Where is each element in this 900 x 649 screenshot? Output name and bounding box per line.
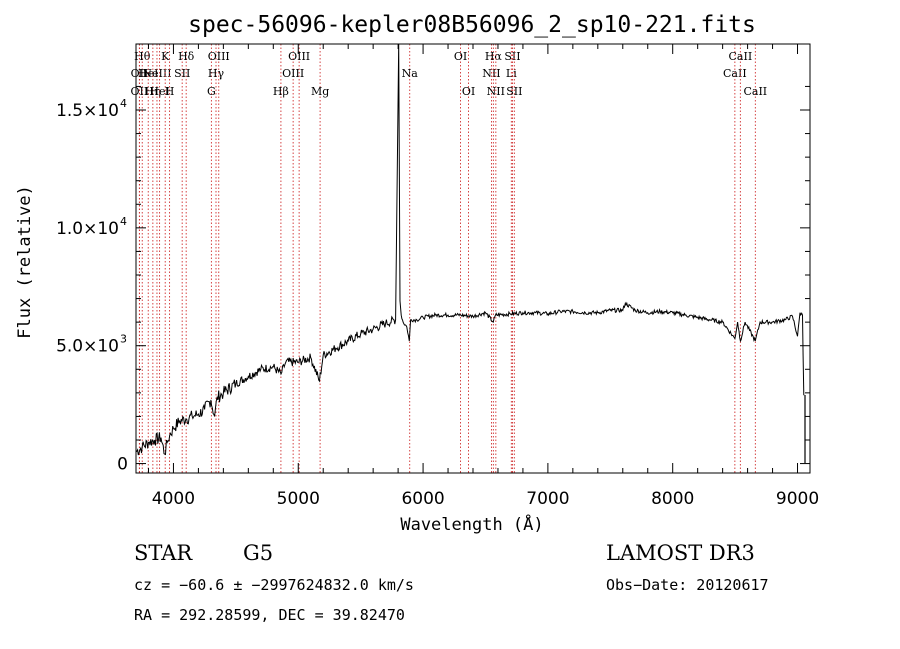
- obs-date-text: Obs−Date: 20120617: [606, 576, 769, 594]
- line-marker-label: CaII: [743, 85, 767, 98]
- y-tick-mantissa: 1.5×10: [56, 101, 119, 121]
- line-marker-label: Hβ: [273, 85, 289, 98]
- line-marker-label: K: [161, 50, 170, 63]
- line-marker-label: SII: [504, 50, 520, 63]
- chart-title: spec-56096-kepler08B56096_2_sp10-221.fit…: [188, 12, 756, 38]
- line-marker-label: Hη: [145, 85, 161, 98]
- x-tick-label: 6000: [401, 489, 444, 509]
- survey-name: LAMOST DR3: [606, 541, 755, 565]
- y-tick-mantissa: 5.0×10: [56, 337, 119, 357]
- y-tick-label: 0: [117, 455, 128, 475]
- line-marker-label: Hγ: [208, 67, 225, 80]
- x-tick-label: 9000: [776, 489, 819, 509]
- x-axis-ticks: 4000 5000 6000 7000 8000 9000: [147, 44, 819, 509]
- line-marker-label: OIII: [288, 50, 310, 63]
- line-marker-label: Hα: [485, 50, 503, 63]
- line-marker-label: Na: [402, 67, 419, 80]
- line-markers: HθOIIOIIHeIHηNeIIIHeIKHSIIHδGHγOIIIHβOII…: [131, 44, 767, 473]
- line-marker-label: NII: [482, 67, 500, 80]
- line-marker-label: NeIII: [142, 67, 171, 80]
- object-subclass: G5: [243, 541, 273, 565]
- line-marker-label: Li: [506, 67, 517, 80]
- redshift-text: cz = −60.6 ± −2997624832.0 km/s: [134, 576, 414, 594]
- coordinates-text: RA = 292.28599, DEC = 39.82470: [134, 606, 405, 624]
- line-marker-label: CaII: [723, 67, 747, 80]
- y-tick-mantissa: 1.0×10: [56, 219, 119, 239]
- line-marker-label: OIII: [208, 50, 230, 63]
- line-marker-label: OIII: [282, 67, 304, 80]
- line-marker-label: G: [207, 85, 216, 98]
- y-tick-label: 5.0×10: [56, 337, 119, 357]
- y-tick-label: 1.0×10: [56, 219, 119, 239]
- y-axis-ticks: 05.0×10 31.0×10 41.5×10 4: [56, 85, 810, 475]
- y-tick-exponent: 3: [120, 333, 127, 346]
- line-marker-label: NII: [487, 85, 505, 98]
- line-marker-label: OII: [131, 85, 149, 98]
- x-axis-label: Wavelength (Å): [400, 513, 543, 535]
- y-tick-exponent: 4: [120, 215, 127, 228]
- y-tick-mantissa: 0: [117, 455, 128, 475]
- y-tick-label: 1.5×10: [56, 101, 119, 121]
- line-marker-label: OI: [454, 50, 467, 63]
- line-marker-label: HeI: [138, 67, 158, 80]
- line-marker-label: OI: [462, 85, 475, 98]
- line-marker-label: SII: [174, 67, 190, 80]
- x-tick-label: 8000: [651, 489, 694, 509]
- line-marker-label: Mg: [311, 85, 329, 98]
- spectrum-line: [135, 43, 805, 456]
- line-marker-label: HeI: [149, 85, 169, 98]
- x-tick-label: 7000: [526, 489, 569, 509]
- line-marker-label: Hθ: [134, 50, 151, 63]
- x-tick-label: 4000: [152, 489, 195, 509]
- y-axis-label: Flux (relative): [15, 185, 35, 339]
- object-class: STAR: [134, 541, 193, 565]
- x-tick-label: 5000: [277, 489, 320, 509]
- y-tick-exponent: 4: [120, 97, 127, 110]
- line-marker-label: CaII: [729, 50, 753, 63]
- line-marker-label: H: [165, 85, 175, 98]
- line-marker-label: Hδ: [178, 50, 195, 63]
- plot-frame: [135, 43, 811, 474]
- line-marker-label: SII: [506, 85, 522, 98]
